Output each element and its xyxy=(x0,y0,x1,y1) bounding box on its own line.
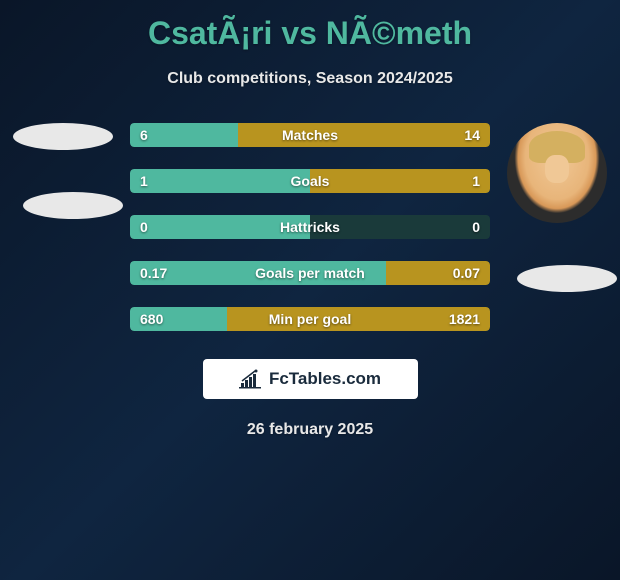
player-right-column xyxy=(502,123,612,292)
stat-value-left: 6 xyxy=(140,127,148,143)
stat-fill-right xyxy=(238,123,490,147)
stat-value-right: 1821 xyxy=(449,311,480,327)
stat-label: Min per goal xyxy=(269,311,351,327)
stats-column: 6 Matches 14 1 Goals 1 0 Hattricks 0 xyxy=(118,123,502,331)
stat-label: Goals per match xyxy=(255,265,365,281)
stat-row-hattricks: 0 Hattricks 0 xyxy=(130,215,490,239)
stat-value-left: 680 xyxy=(140,311,163,327)
date-text: 26 february 2025 xyxy=(0,421,620,439)
stat-value-right: 1 xyxy=(472,173,480,189)
stat-value-right: 14 xyxy=(464,127,480,143)
stat-fill-left xyxy=(130,169,310,193)
player-left-badge-placeholder xyxy=(23,192,123,219)
brand-logo-box[interactable]: FcTables.com xyxy=(203,359,418,399)
stat-value-left: 1 xyxy=(140,173,148,189)
page-title: CsatÃ¡ri vs NÃ©meth xyxy=(0,15,620,52)
stat-value-right: 0 xyxy=(472,219,480,235)
stat-value-left: 0 xyxy=(140,219,148,235)
stat-row-goals-per-match: 0.17 Goals per match 0.07 xyxy=(130,261,490,285)
stat-label: Goals xyxy=(291,173,330,189)
comparison-card: CsatÃ¡ri vs NÃ©meth Club competitions, S… xyxy=(0,0,620,449)
player-right-avatar xyxy=(507,123,607,223)
stat-label: Hattricks xyxy=(280,219,340,235)
player-left-avatar-placeholder xyxy=(13,123,113,150)
player-right-badge-placeholder xyxy=(517,265,617,292)
stat-row-min-per-goal: 680 Min per goal 1821 xyxy=(130,307,490,331)
stat-value-left: 0.17 xyxy=(140,265,167,281)
main-area: 6 Matches 14 1 Goals 1 0 Hattricks 0 xyxy=(0,123,620,331)
chart-icon xyxy=(239,369,263,389)
stat-row-matches: 6 Matches 14 xyxy=(130,123,490,147)
subtitle: Club competitions, Season 2024/2025 xyxy=(0,70,620,88)
stat-label: Matches xyxy=(282,127,338,143)
stat-row-goals: 1 Goals 1 xyxy=(130,169,490,193)
stat-fill-right xyxy=(310,169,490,193)
stat-value-right: 0.07 xyxy=(453,265,480,281)
brand-logo-text: FcTables.com xyxy=(269,369,381,389)
player-left-column xyxy=(8,123,118,219)
